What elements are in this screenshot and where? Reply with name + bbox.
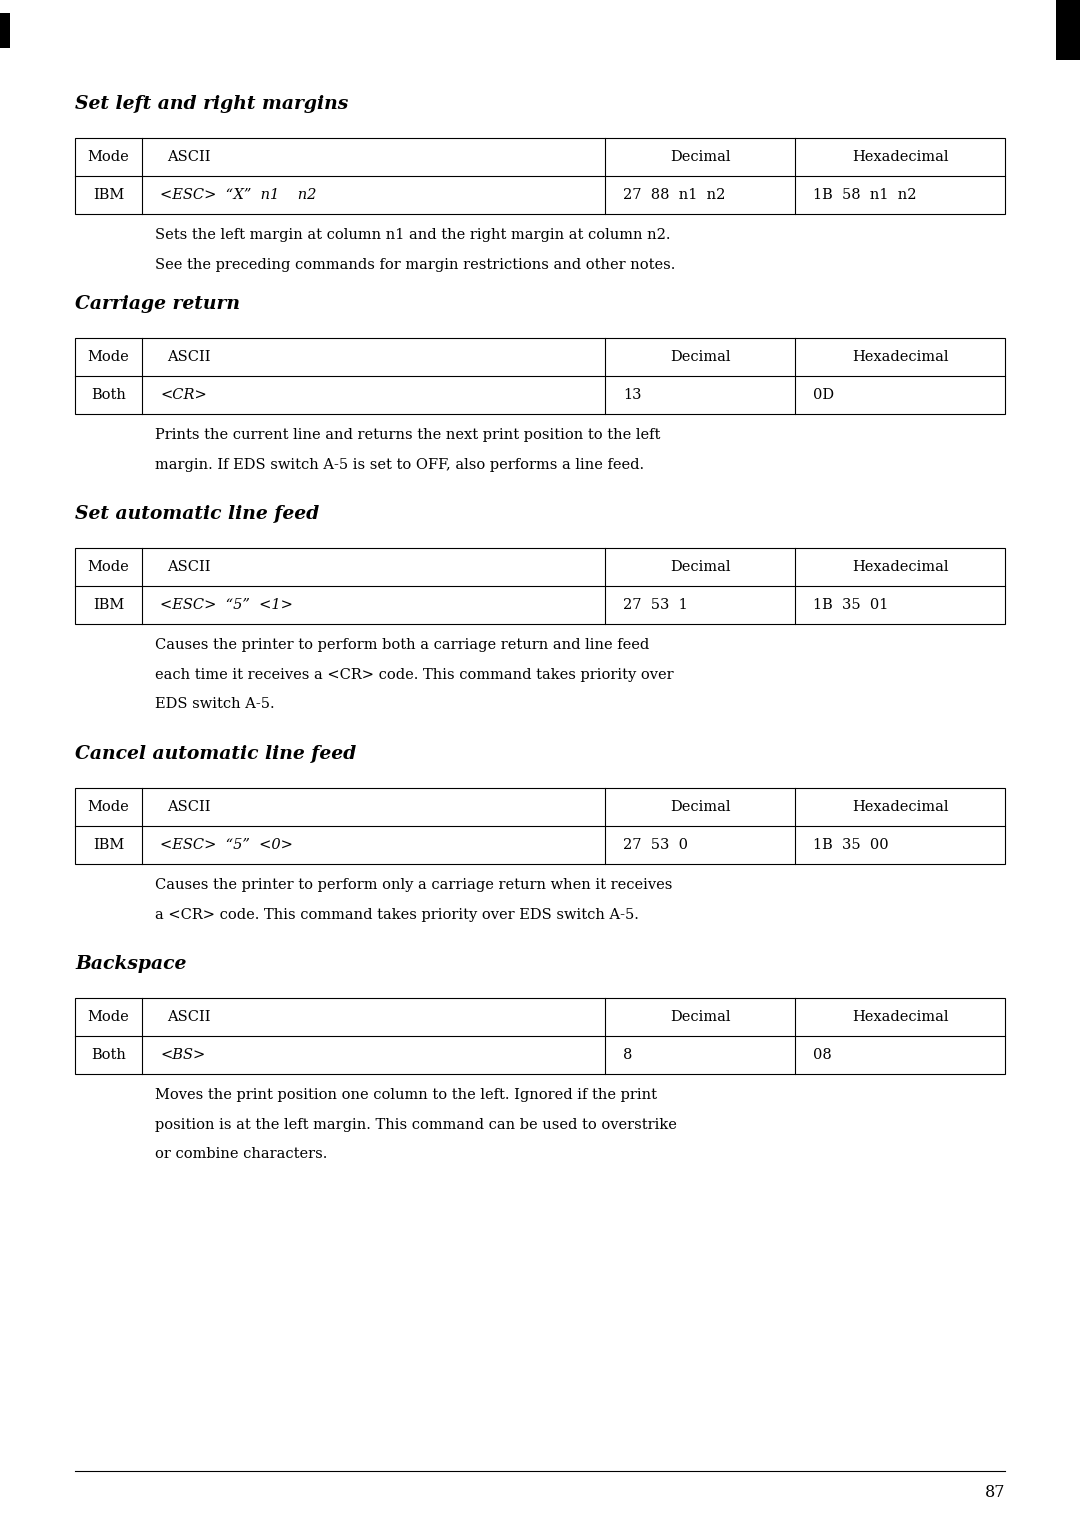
Text: Hexadecimal: Hexadecimal bbox=[852, 1010, 948, 1024]
Bar bbox=[75, 138, 1005, 215]
Text: Mode: Mode bbox=[87, 800, 130, 814]
Text: Cancel automatic line feed: Cancel automatic line feed bbox=[75, 745, 356, 763]
Bar bbox=[75, 788, 1005, 865]
Text: 27  53  1: 27 53 1 bbox=[623, 598, 688, 612]
Text: ASCII: ASCII bbox=[167, 350, 211, 363]
Bar bbox=[1056, 0, 1080, 60]
Bar bbox=[75, 998, 1005, 1075]
Text: Both: Both bbox=[91, 1049, 126, 1062]
Text: Prints the current line and returns the next print position to the left: Prints the current line and returns the … bbox=[156, 428, 660, 442]
Text: Hexadecimal: Hexadecimal bbox=[852, 560, 948, 573]
Text: 8: 8 bbox=[623, 1049, 633, 1062]
Text: Mode: Mode bbox=[87, 150, 130, 164]
Text: ASCII: ASCII bbox=[167, 800, 211, 814]
Text: 1B  58  n1  n2: 1B 58 n1 n2 bbox=[813, 189, 917, 202]
Text: Hexadecimal: Hexadecimal bbox=[852, 150, 948, 164]
Text: Decimal: Decimal bbox=[670, 560, 730, 573]
Text: Mode: Mode bbox=[87, 1010, 130, 1024]
Text: EDS switch A-5.: EDS switch A-5. bbox=[156, 698, 274, 711]
Text: Backspace: Backspace bbox=[75, 955, 187, 973]
Text: 13: 13 bbox=[623, 388, 642, 402]
Text: ASCII: ASCII bbox=[167, 1010, 211, 1024]
Text: <BS>: <BS> bbox=[160, 1049, 205, 1062]
Text: <ESC>  “X”  n1    n2: <ESC> “X” n1 n2 bbox=[160, 189, 316, 202]
Text: Set left and right margins: Set left and right margins bbox=[75, 95, 348, 113]
Text: each time it receives a <CR> code. This command takes priority over: each time it receives a <CR> code. This … bbox=[156, 667, 674, 682]
Bar bbox=[75, 337, 1005, 414]
Text: Causes the printer to perform only a carriage return when it receives: Causes the printer to perform only a car… bbox=[156, 878, 673, 892]
Text: 27  53  0: 27 53 0 bbox=[623, 839, 688, 852]
Text: 87: 87 bbox=[985, 1484, 1005, 1501]
Text: ASCII: ASCII bbox=[167, 150, 211, 164]
Text: Mode: Mode bbox=[87, 560, 130, 573]
Text: margin. If EDS switch A-5 is set to OFF, also performs a line feed.: margin. If EDS switch A-5 is set to OFF,… bbox=[156, 457, 644, 472]
Text: Carriage return: Carriage return bbox=[75, 294, 240, 313]
Text: a <CR> code. This command takes priority over EDS switch A-5.: a <CR> code. This command takes priority… bbox=[156, 908, 639, 921]
Text: 1B  35  01: 1B 35 01 bbox=[813, 598, 889, 612]
Text: See the preceding commands for margin restrictions and other notes.: See the preceding commands for margin re… bbox=[156, 258, 675, 271]
Text: position is at the left margin. This command can be used to overstrike: position is at the left margin. This com… bbox=[156, 1118, 677, 1131]
Bar bbox=[0, 12, 10, 48]
Text: Mode: Mode bbox=[87, 350, 130, 363]
Text: 27  88  n1  n2: 27 88 n1 n2 bbox=[623, 189, 726, 202]
Text: <ESC>  “5”  <1>: <ESC> “5” <1> bbox=[160, 598, 293, 612]
Bar bbox=[75, 547, 1005, 624]
Text: Hexadecimal: Hexadecimal bbox=[852, 350, 948, 363]
Text: ASCII: ASCII bbox=[167, 560, 211, 573]
Text: Decimal: Decimal bbox=[670, 350, 730, 363]
Text: Decimal: Decimal bbox=[670, 800, 730, 814]
Text: IBM: IBM bbox=[93, 189, 124, 202]
Text: Set automatic line feed: Set automatic line feed bbox=[75, 504, 320, 523]
Text: Hexadecimal: Hexadecimal bbox=[852, 800, 948, 814]
Text: <CR>: <CR> bbox=[160, 388, 206, 402]
Text: Both: Both bbox=[91, 388, 126, 402]
Text: <ESC>  “5”  <0>: <ESC> “5” <0> bbox=[160, 839, 293, 852]
Text: 1B  35  00: 1B 35 00 bbox=[813, 839, 889, 852]
Text: Moves the print position one column to the left. Ignored if the print: Moves the print position one column to t… bbox=[156, 1088, 657, 1102]
Text: Decimal: Decimal bbox=[670, 150, 730, 164]
Text: 0D: 0D bbox=[813, 388, 834, 402]
Text: 08: 08 bbox=[813, 1049, 832, 1062]
Text: IBM: IBM bbox=[93, 598, 124, 612]
Text: IBM: IBM bbox=[93, 839, 124, 852]
Text: Sets the left margin at column n1 and the right margin at column n2.: Sets the left margin at column n1 and th… bbox=[156, 228, 671, 242]
Text: Decimal: Decimal bbox=[670, 1010, 730, 1024]
Text: or combine characters.: or combine characters. bbox=[156, 1147, 327, 1160]
Text: Causes the printer to perform both a carriage return and line feed: Causes the printer to perform both a car… bbox=[156, 638, 649, 652]
